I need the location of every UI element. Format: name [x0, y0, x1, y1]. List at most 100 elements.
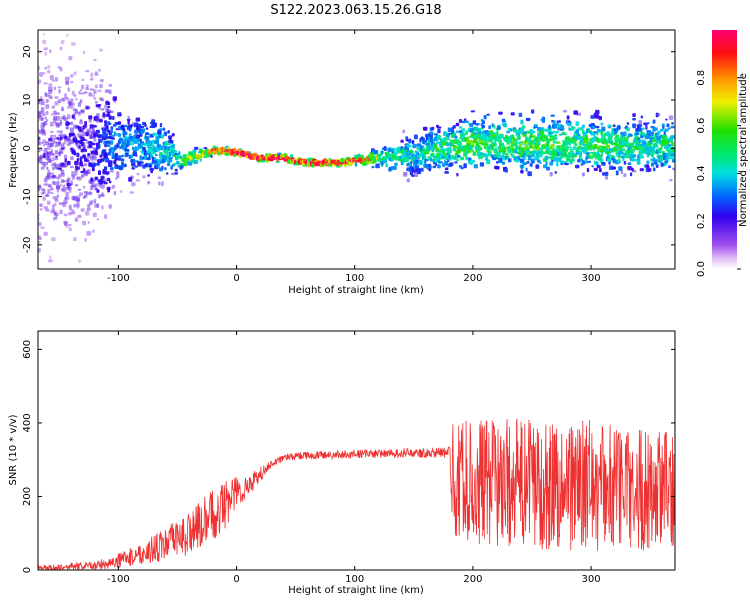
spectrogram-cell	[43, 161, 48, 166]
spectrogram-cell	[579, 160, 582, 163]
spectrogram-cell	[73, 94, 77, 97]
spectrogram-cell	[428, 167, 432, 172]
spectrogram-cell	[42, 33, 46, 36]
spectrogram-cell	[51, 79, 56, 82]
spectrogram-cell	[588, 156, 594, 159]
spectrogram-cell	[482, 120, 485, 125]
spectrogram-cell	[49, 172, 54, 175]
spectrogram-cell	[423, 161, 427, 164]
spectrogram-cell	[170, 172, 176, 176]
spectrogram-cell	[151, 144, 155, 148]
spectrogram-cell	[668, 165, 671, 169]
spectrogram-cell	[431, 126, 435, 131]
spectrogram-cell	[111, 137, 115, 140]
spectrogram-cell	[549, 161, 554, 166]
spectrogram-cell	[166, 163, 171, 166]
spectrogram-cell	[66, 143, 71, 146]
spectrogram-cell	[108, 180, 112, 184]
spectrogram-cell	[43, 144, 46, 147]
spectrogram-cell	[47, 172, 51, 176]
spectrogram-cell	[156, 139, 160, 144]
spectrogram-cell	[59, 184, 63, 187]
spectrogram-cell	[69, 165, 74, 169]
spectrogram-cell	[93, 97, 97, 100]
spectrogram-cell	[570, 158, 575, 162]
spectrogram-cell	[607, 124, 612, 128]
spectrogram-cell	[40, 166, 45, 170]
spectrogram-cell	[164, 131, 167, 137]
spectrogram-cell	[612, 158, 616, 164]
spectrogram-cell	[437, 128, 441, 134]
spectrogram-cell	[482, 125, 485, 129]
spectrogram-cell	[135, 154, 138, 157]
spectrogram-cell	[456, 158, 459, 162]
spectrogram-cell	[174, 168, 178, 172]
spectrogram-cell	[595, 114, 600, 119]
spectrogram-cell	[96, 218, 100, 221]
spectrogram-cell	[406, 178, 410, 183]
spectrogram-cell	[529, 163, 533, 167]
spectrogram-cell	[100, 184, 105, 189]
spectrogram-cell	[510, 128, 513, 132]
spectrogram-cell	[59, 67, 63, 72]
spectrogram-cell	[554, 133, 558, 137]
spectrogram-cell	[178, 151, 181, 156]
spectrogram-cell	[657, 113, 661, 116]
spectrogram-cell	[73, 151, 77, 156]
colorbar: 0.0 0.2 0.4 0.6 0.8 Normalized spectral ampl…	[696, 30, 749, 277]
spectrogram-cell	[559, 160, 565, 164]
spectrogram-cell	[523, 157, 527, 161]
spectrogram-cell	[178, 154, 181, 157]
spectrogram-cell	[392, 166, 397, 170]
spectrogram-cell	[76, 205, 80, 209]
spectrogram-cell	[672, 167, 675, 171]
spectrogram-cell	[80, 109, 85, 113]
spectrogram-cell	[124, 163, 127, 168]
spectrogram-cell	[61, 106, 64, 110]
spectrogram-cell	[452, 125, 456, 129]
spectrogram-cell	[187, 161, 193, 166]
spectrogram-cell	[607, 153, 612, 157]
spectrogram-cell	[47, 189, 51, 194]
spectrogram-cell	[40, 107, 45, 113]
spectrogram-cell	[514, 148, 518, 154]
spectrogram-cell	[66, 122, 71, 125]
spectrogram-cell	[554, 171, 557, 174]
spectrogram-cell	[541, 118, 546, 123]
spectrogram-cell	[48, 184, 52, 188]
spectrogram-cell	[465, 130, 468, 135]
spectrogram-cell	[50, 130, 54, 134]
snr-x-axis: -100 0 100 200 300	[107, 331, 601, 585]
spectrogram-cell	[651, 153, 655, 158]
spectrogram-cell	[89, 77, 94, 81]
spectrogram-cell	[589, 146, 593, 151]
spectrogram-cell	[656, 130, 661, 135]
spectrogram-cell	[203, 147, 208, 150]
spectrogram-cell	[470, 110, 475, 113]
spectrogram-cell	[59, 119, 63, 125]
spectrogram-cell	[108, 204, 112, 209]
spectrogram-cell	[522, 147, 525, 151]
spectrogram-cell	[45, 119, 49, 122]
spectrogram-cell	[45, 104, 50, 109]
spectrogram-cell	[91, 179, 96, 183]
snr-y-axis: 0 200 400 600	[22, 340, 675, 573]
spectrogram-cell	[466, 136, 470, 141]
spectrogram-cell	[43, 183, 48, 186]
spectrogram-cell	[478, 147, 483, 151]
spectrogram-cell	[311, 162, 315, 168]
spectrogram-cell	[63, 117, 68, 122]
spectrogram-cell	[527, 171, 532, 177]
spectrogram-cell	[97, 89, 102, 93]
spectrogram-cell	[534, 124, 538, 127]
spectrogram-cell	[416, 169, 422, 175]
spectrogram-cell	[165, 172, 169, 175]
x-tick-label: 300	[582, 574, 601, 585]
spectrogram-cell	[518, 112, 523, 117]
spectrogram-cell	[172, 150, 177, 153]
spectrogram-cell	[67, 105, 71, 109]
spectrogram-cell	[121, 124, 124, 130]
spectrogram-cell	[39, 96, 43, 99]
spectrogram-cell	[111, 157, 116, 159]
spectrogram-cell	[576, 128, 581, 131]
